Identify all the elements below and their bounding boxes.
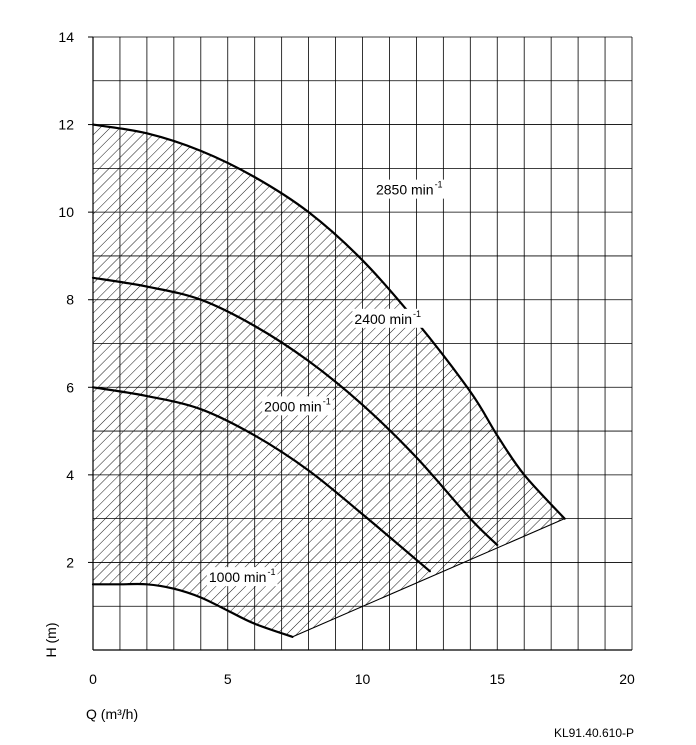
- x-tick-label: 5: [224, 671, 232, 687]
- y-tick-label: 6: [66, 379, 74, 395]
- curve-label-group: 2400 min -1: [352, 308, 424, 328]
- curve-line-2850-min: [91, 123, 566, 520]
- operating-area: [93, 124, 565, 637]
- curve-label-superscript: -1: [267, 567, 275, 577]
- curve-line-1000-min: [91, 582, 294, 638]
- x-tick-label: 20: [619, 671, 635, 687]
- curve-label-background: [262, 396, 333, 416]
- hatched-area: [93, 124, 565, 637]
- curve-label-background: [373, 179, 445, 199]
- reference-code: KL91.40.610-P: [554, 726, 634, 740]
- curve-label-superscript: -1: [323, 396, 331, 406]
- x-tick-label: 0: [89, 671, 97, 687]
- curve-label-group: 1000 min -1: [206, 567, 278, 587]
- curve-label-background: [206, 567, 278, 587]
- curve-label: 1000 min: [209, 569, 267, 585]
- y-tick-label: 4: [66, 467, 74, 483]
- y-tick-label: 2: [66, 554, 74, 570]
- curve-label-superscript: -1: [435, 180, 443, 190]
- y-tick-label: 14: [58, 29, 74, 45]
- curve-line-2000-min: [91, 386, 431, 573]
- curve-line-2400-min: [91, 276, 499, 547]
- y-tick-label: 12: [58, 117, 74, 133]
- tick-labels: 2 4 6 8 10 12 14 0 5 10 15 20: [58, 29, 635, 687]
- y-tick-label: 8: [66, 292, 74, 308]
- curve-label-group: 2850 min -1: [373, 179, 445, 199]
- x-axis-title: Q (m³/h): [86, 706, 138, 722]
- x-tick-label: 10: [355, 671, 371, 687]
- y-tick-label: 10: [58, 204, 74, 220]
- curve-label: 2850 min: [376, 182, 434, 198]
- curve-label-superscript: -1: [413, 309, 421, 319]
- curve-label-background: [352, 308, 424, 328]
- x-tick-label: 15: [489, 671, 505, 687]
- curve-label: 2000 min: [264, 398, 322, 414]
- curve-label-group: 2000 min -1: [262, 396, 333, 416]
- min-flow-boundary-line: [292, 518, 565, 638]
- curve-group: [91, 123, 566, 638]
- y-axis-title: H (m): [43, 623, 59, 658]
- curve-label: 2400 min: [354, 311, 412, 327]
